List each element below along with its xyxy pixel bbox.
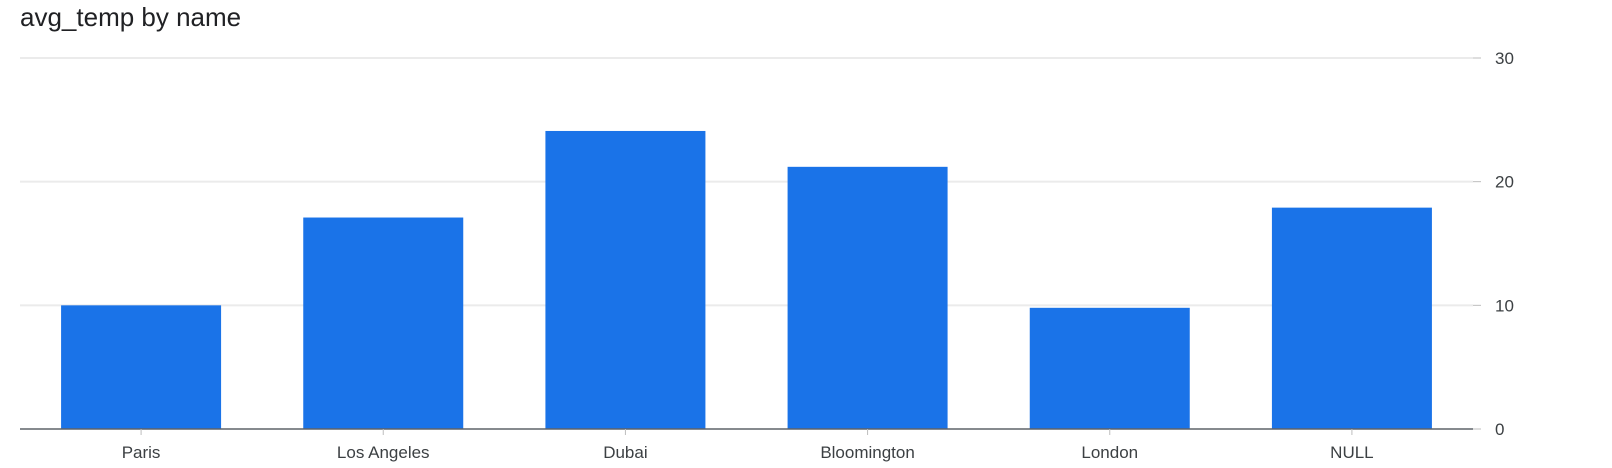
x-tick-label: Los Angeles <box>337 443 430 462</box>
x-tick-label: NULL <box>1330 443 1373 462</box>
bars <box>61 130 1432 430</box>
x-tick-label: Bloomington <box>820 443 915 462</box>
bar[interactable] <box>787 166 948 429</box>
x-tick-label: London <box>1081 443 1138 462</box>
y-tick-label: 30 <box>1495 49 1514 68</box>
x-tick-label: Paris <box>122 443 161 462</box>
bar[interactable] <box>1271 207 1432 429</box>
y-tick-label: 20 <box>1495 173 1514 192</box>
y-tick-label: 0 <box>1495 420 1504 439</box>
y-axis-ticks: 0 10 20 30 <box>1473 49 1514 439</box>
x-axis-labels: Paris Los Angeles Dubai Bloomington London NU… <box>122 429 1374 462</box>
bar[interactable] <box>61 305 222 429</box>
bar[interactable] <box>1029 307 1190 429</box>
gridlines <box>20 57 1473 307</box>
x-tick-label: Dubai <box>603 443 647 462</box>
bar[interactable] <box>545 130 706 430</box>
y-tick-label: 10 <box>1495 296 1514 315</box>
chart-title: avg_temp by name <box>20 2 242 32</box>
bar[interactable] <box>303 217 464 429</box>
